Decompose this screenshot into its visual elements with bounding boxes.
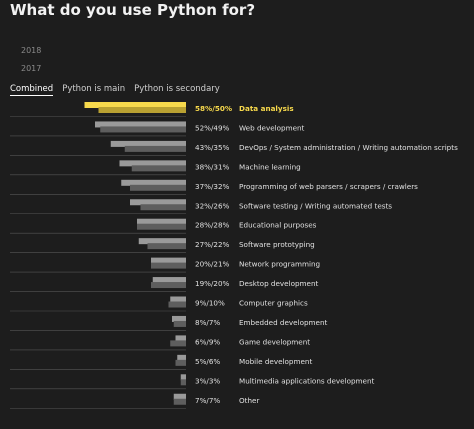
chart-title: What do you use Python for? (10, 1, 256, 19)
bar-2017 (100, 126, 186, 133)
value-label: 6%/9% (195, 337, 220, 346)
bar-2017 (130, 184, 186, 191)
category-label: Embedded development (239, 318, 328, 327)
bar-2018 (110, 140, 186, 147)
bar-2017 (175, 359, 186, 366)
value-label: 5%/6% (195, 357, 220, 366)
category-label: Web development (239, 123, 305, 132)
bar-2018 (95, 121, 186, 128)
value-label: 43%/35% (195, 143, 230, 152)
legend-label: 2018 (21, 46, 42, 55)
bar-2017 (131, 165, 186, 172)
bar-2018 (177, 354, 186, 361)
bar-2017 (180, 379, 186, 386)
bar-2017 (147, 243, 186, 250)
value-label: 28%/28% (195, 221, 230, 230)
bar-2017 (170, 340, 186, 347)
bar-2018 (180, 374, 186, 381)
value-label: 20%/21% (195, 260, 230, 269)
value-label: 52%/49% (195, 123, 230, 132)
value-label: 27%/22% (195, 240, 230, 249)
legend-item-2017: 2017 (10, 64, 41, 73)
category-label: Data analysis (239, 104, 294, 113)
bar-2017 (173, 398, 186, 405)
tab-python-secondary[interactable]: Python is secondary (134, 84, 220, 94)
value-label: 19%/20% (195, 279, 230, 288)
bar-2018 (130, 199, 186, 206)
bar-2018 (175, 335, 186, 342)
value-label: 7%/7% (195, 396, 220, 405)
value-label: 8%/7% (195, 318, 220, 327)
category-label: Computer graphics (239, 299, 308, 308)
bar-2018 (172, 315, 186, 322)
bar-2017 (151, 282, 186, 289)
bar-2017 (168, 301, 186, 308)
value-label: 38%/31% (195, 162, 230, 171)
legend-label: 2017 (21, 64, 42, 73)
category-label: Other (239, 396, 259, 405)
value-label: 58%/50% (195, 104, 232, 113)
bar-2017 (124, 145, 186, 152)
category-label: Educational purposes (239, 221, 317, 230)
filter-tabs: Combined Python is main Python is second… (10, 84, 229, 96)
category-label: Network programming (239, 260, 320, 269)
value-label: 9%/10% (195, 299, 225, 308)
bar-2018 (152, 277, 186, 284)
category-label: Software prototyping (239, 240, 315, 249)
bar-2018 (119, 160, 186, 167)
value-label: 32%/26% (195, 201, 230, 210)
bar-2017 (98, 107, 186, 113)
bar-2018 (137, 218, 186, 225)
category-label: Programming of web parsers / scrapers / … (239, 182, 418, 191)
bar-2017 (173, 320, 186, 327)
tab-python-main[interactable]: Python is main (62, 84, 126, 94)
bar-2017 (137, 223, 186, 230)
category-label: Desktop development (239, 279, 319, 288)
bar-2018 (138, 238, 186, 245)
category-label: Software testing / Writing automated tes… (239, 201, 392, 210)
bar-2017 (151, 262, 186, 269)
category-label: DevOps / System administration / Writing… (239, 143, 458, 152)
category-label: Game development (239, 337, 310, 346)
category-label: Mobile development (239, 357, 312, 366)
bar-2018 (84, 102, 186, 108)
tab-combined[interactable]: Combined (10, 84, 54, 96)
value-label: 3%/3% (195, 376, 220, 385)
bar-2018 (173, 393, 186, 400)
category-label: Machine learning (239, 162, 301, 171)
bar-2018 (170, 296, 186, 303)
legend-item-2018: 2018 (10, 46, 41, 55)
bar-2017 (140, 204, 186, 211)
bar-2018 (121, 179, 186, 186)
bar-2018 (151, 257, 186, 264)
category-label: Multimedia applications development (239, 376, 375, 385)
value-label: 37%/32% (195, 182, 230, 191)
